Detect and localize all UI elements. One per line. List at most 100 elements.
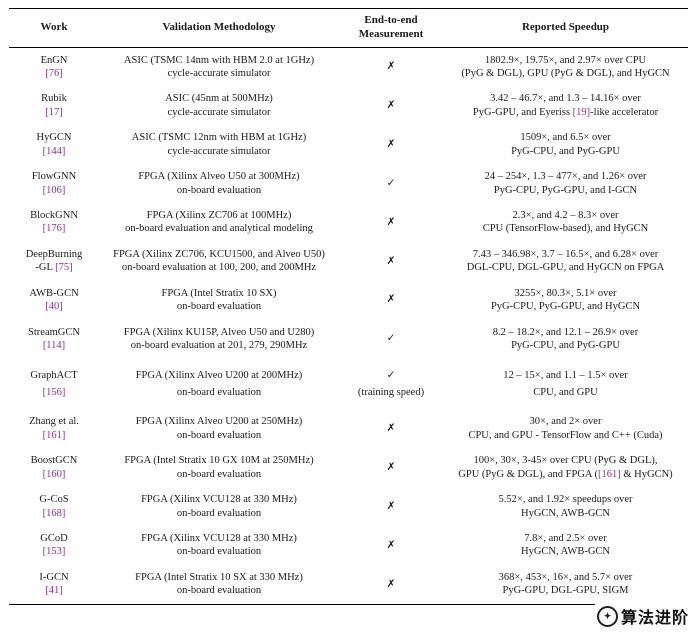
- speedup-line: CPU (TensorFlow-based), and HyGCN: [445, 222, 686, 235]
- work-line: HyGCN: [11, 131, 97, 144]
- speedup-line: GPU (PyG & DGL), and FPGA ([161] & HyGCN…: [445, 468, 686, 481]
- text-segment: 368×, 453×, 16×, and 5.7× over: [498, 571, 633, 583]
- speedup-cell: 12 – 15×, and 1.1 – 1.5× over CPU, and GP…: [443, 359, 688, 410]
- table-head-row: Work Validation Methodology End-to-end Meas…: [9, 8, 688, 48]
- text-segment: PyG-CPU, PyG-GPU, and HyGCN: [490, 301, 641, 313]
- speedup-line: 368×, 453×, 16×, and 5.7× over: [445, 571, 686, 584]
- citation-ref[interactable]: [75]: [55, 262, 73, 274]
- e2e-cell: ✗: [339, 409, 443, 448]
- citation-ref[interactable]: [161]: [598, 468, 621, 480]
- speedup-line: 7.8×, and 2.5× over: [445, 532, 686, 545]
- e2e-cell: ✓ (training speed): [339, 359, 443, 410]
- speedup-line: (PyG & DGL), GPU (PyG & DGL), and HyGCN: [445, 67, 686, 80]
- cross-mark-icon: ✗: [386, 578, 396, 590]
- speedup-cell: 30×, and 2× over CPU, and GPU - TensorFlo…: [443, 409, 688, 448]
- citation-ref[interactable]: [76]: [45, 67, 63, 79]
- speedup-line: 2.3×, and 4.2 – 8.3× over: [445, 209, 686, 222]
- speedup-cell: 1802.9×, 19.75×, and 2.97× over CPU (PyG …: [443, 47, 688, 86]
- work-line: [40]: [11, 300, 97, 313]
- table-row: AWB-GCN [40] FPGA (Intel Stratix 10 SX) on-…: [9, 281, 688, 320]
- work-line: [153]: [11, 545, 97, 558]
- validation-line: on-board evaluation: [176, 429, 262, 441]
- citation-ref[interactable]: [153]: [42, 546, 66, 558]
- text-segment: CPU (TensorFlow-based), and HyGCN: [482, 223, 649, 235]
- text-segment: GPU (PyG & DGL), and FPGA (: [458, 468, 599, 480]
- speedup-line: CPU, and GPU - TensorFlow and C++ (Cuda): [445, 429, 686, 442]
- work-line: -GL [75]: [11, 261, 97, 274]
- text-segment: & HyGCN): [620, 468, 673, 480]
- citation-ref[interactable]: [161]: [42, 429, 66, 441]
- validation-line: on-board evaluation: [176, 468, 262, 480]
- validation-cell: ASIC (TSMC 12nm with HBM at 1GHz) cycle-a…: [99, 125, 339, 164]
- column-header-line: Reported Speedup: [521, 20, 610, 33]
- work-line: FlowGNN: [11, 170, 97, 183]
- speedup-cell: 1509×, and 6.5× over PyG-CPU, and PyG-GPU: [443, 125, 688, 164]
- citation-ref[interactable]: [19]: [572, 106, 591, 118]
- citation-ref[interactable]: [106]: [42, 184, 66, 196]
- citation-ref[interactable]: [176]: [42, 223, 66, 235]
- table-row: BoostGCN [160] FPGA (Intel Stratix 10 GX 1…: [9, 448, 688, 487]
- e2e-note: (training speed): [357, 386, 425, 398]
- speedup-line: 7.43 – 346.98×, 3.7 – 16.5×, and 6.28× o…: [445, 248, 686, 261]
- table-head: Work Validation Methodology End-to-end Meas…: [9, 8, 688, 48]
- column-header: End-to-end Measurement: [339, 8, 443, 48]
- citation-ref[interactable]: [114]: [42, 340, 66, 352]
- validation-cell: FPGA (Intel Stratix 10 SX at 330 MHz) on-…: [99, 565, 339, 604]
- speedup-cell: 3.42 – 46.7×, and 1.3 – 14.16× over PyG-G…: [443, 86, 688, 125]
- text-segment: 24 – 254×, 1.3 – 477×, and 1.26× over: [484, 171, 647, 183]
- validation-line: FPGA (Intel Stratix 10 SX): [161, 287, 277, 299]
- cross-mark-icon: ✗: [386, 294, 396, 306]
- work-cell: Zhang et al. [161]: [9, 409, 99, 448]
- validation-line: FPGA (Xilinx Alveo U200 at 250MHz): [135, 416, 303, 428]
- table-body: EnGN [76] ASIC (TSMC 14nm with HBM 2.0 at …: [9, 47, 688, 604]
- text-segment: 7.43 – 346.98×, 3.7 – 16.5×, and 6.28× o…: [472, 248, 659, 260]
- text-segment: PyG-GPU, and Eyeriss: [472, 106, 573, 118]
- e2e-cell: ✗: [339, 565, 443, 604]
- column-header-line: Validation Methodology: [162, 20, 276, 33]
- speedup-cell: 24 – 254×, 1.3 – 477×, and 1.26× over PyG…: [443, 164, 688, 203]
- speedup-line: DGL-CPU, DGL-GPU, and HyGCN on FPGA: [445, 261, 686, 274]
- work-cell: I-GCN [41]: [9, 565, 99, 604]
- citation-ref[interactable]: [156]: [42, 386, 66, 398]
- citation-ref[interactable]: [168]: [42, 507, 66, 519]
- work-cell: GraphACT [156]: [9, 359, 99, 410]
- e2e-cell: ✗: [339, 203, 443, 242]
- validation-cell: FPGA (Xilinx ZC706 at 100MHz) on-board ev…: [99, 203, 339, 242]
- check-mark-icon: ✓: [386, 369, 396, 381]
- text-segment: BlockGNN: [30, 210, 78, 221]
- citation-ref[interactable]: [17]: [45, 106, 63, 118]
- text-segment: -like accelerator: [590, 106, 659, 118]
- work-line: I-GCN: [11, 571, 97, 584]
- citation-ref[interactable]: [144]: [42, 145, 66, 157]
- speedup-line: 100×, 30×, 3-45× over CPU (PyG & DGL),: [445, 454, 686, 467]
- work-line: [106]: [11, 184, 97, 197]
- table-row: HyGCN [144] ASIC (TSMC 12nm with HBM at 1G…: [9, 125, 688, 164]
- table-row: G-CoS [168] FPGA (Xilinx VCU128 at 330 MHz…: [9, 487, 688, 526]
- validation-cell: FPGA (Xilinx Alveo U200 at 250MHz) on-boa…: [99, 409, 339, 448]
- validation-cell: FPGA (Intel Stratix 10 SX) on-board evalu…: [99, 281, 339, 320]
- e2e-cell: ✓: [339, 320, 443, 359]
- speedup-line: HyGCN, AWB-GCN: [445, 545, 686, 558]
- validation-line: on-board evaluation at 201, 279, 290MHz: [130, 340, 308, 352]
- speedup-cell: 100×, 30×, 3-45× over CPU (PyG & DGL), GP…: [443, 448, 688, 487]
- speedup-line: 12 – 15×, and 1.1 – 1.5× over: [445, 369, 686, 382]
- table-row: FlowGNN [106] FPGA (Xilinx Alveo U50 at 30…: [9, 164, 688, 203]
- check-mark-icon: ✓: [386, 333, 396, 345]
- e2e-cell: ✗: [339, 86, 443, 125]
- validation-line: FPGA (Xilinx ZC706, KCU1500, and Alveo U…: [113, 248, 325, 260]
- citation-ref[interactable]: [40]: [45, 301, 63, 313]
- text-segment: PyG-GPU, DGL-GPU, SIGM: [502, 585, 629, 597]
- text-segment: DeepBurning: [25, 248, 83, 260]
- speedup-line: PyG-CPU, and PyG-GPU: [445, 339, 686, 352]
- speedup-line: PyG-GPU, and Eyeriss [19]-like accelerat…: [445, 106, 686, 119]
- e2e-cell: ✗: [339, 526, 443, 565]
- text-segment: HyGCN, AWB-GCN: [521, 546, 610, 558]
- column-header-line: End-to-end: [364, 14, 418, 26]
- speedup-line: 1509×, and 6.5× over: [445, 131, 686, 144]
- work-cell: DeepBurning -GL [75]: [9, 242, 99, 281]
- text-segment: 3.42 – 46.7×, and 1.3 – 14.16× over: [490, 93, 641, 105]
- speedup-line: 30×, and 2× over: [445, 415, 686, 428]
- citation-ref[interactable]: [160]: [42, 468, 66, 480]
- work-line: [168]: [11, 507, 97, 520]
- citation-ref[interactable]: [41]: [45, 585, 63, 597]
